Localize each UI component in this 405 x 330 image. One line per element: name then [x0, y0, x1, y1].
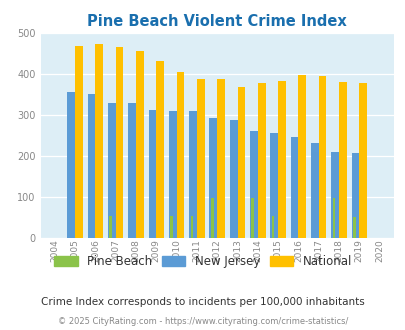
- Bar: [358, 82, 366, 238]
- Bar: [109, 216, 112, 238]
- Bar: [210, 198, 213, 238]
- Bar: [237, 87, 245, 238]
- Bar: [298, 75, 305, 238]
- Bar: [229, 120, 237, 238]
- Bar: [190, 216, 193, 238]
- Bar: [251, 198, 254, 238]
- Bar: [338, 82, 346, 238]
- Bar: [318, 76, 326, 238]
- Bar: [168, 111, 176, 238]
- Bar: [170, 216, 173, 238]
- Bar: [156, 61, 164, 238]
- Bar: [351, 153, 358, 238]
- Bar: [352, 217, 355, 238]
- Bar: [148, 110, 156, 238]
- Bar: [75, 46, 83, 238]
- Bar: [217, 79, 224, 238]
- Bar: [277, 81, 285, 238]
- Bar: [330, 152, 338, 238]
- Bar: [87, 94, 95, 238]
- Legend: Pine Beach, New Jersey, National: Pine Beach, New Jersey, National: [49, 250, 356, 273]
- Text: Crime Index corresponds to incidents per 100,000 inhabitants: Crime Index corresponds to incidents per…: [41, 297, 364, 307]
- Text: © 2025 CityRating.com - https://www.cityrating.com/crime-statistics/: © 2025 CityRating.com - https://www.city…: [58, 317, 347, 326]
- Bar: [189, 111, 196, 238]
- Bar: [290, 137, 298, 238]
- Bar: [128, 103, 136, 238]
- Bar: [176, 72, 184, 238]
- Bar: [270, 133, 277, 238]
- Bar: [257, 83, 265, 238]
- Bar: [67, 92, 75, 238]
- Bar: [271, 216, 274, 238]
- Bar: [108, 103, 115, 238]
- Bar: [332, 198, 335, 238]
- Title: Pine Beach Violent Crime Index: Pine Beach Violent Crime Index: [87, 14, 346, 29]
- Bar: [115, 47, 123, 238]
- Bar: [209, 118, 217, 238]
- Bar: [136, 51, 143, 238]
- Bar: [310, 144, 318, 238]
- Bar: [95, 44, 103, 238]
- Bar: [196, 79, 204, 238]
- Bar: [249, 131, 257, 238]
